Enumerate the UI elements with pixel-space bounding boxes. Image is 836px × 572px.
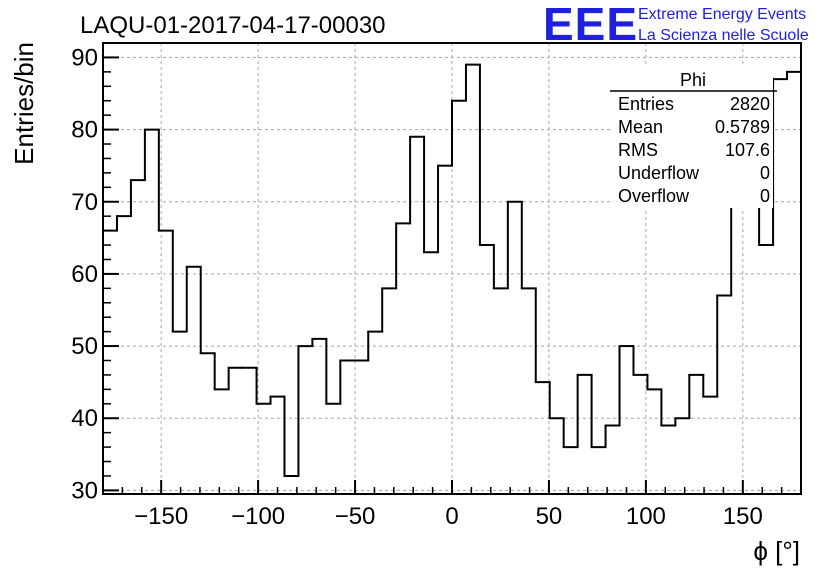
stats-value-entries: 2820	[730, 94, 770, 114]
y-tick-label: 80	[71, 117, 98, 144]
x-tick-label: −100	[231, 503, 285, 530]
x-tick-label: −150	[134, 503, 188, 530]
org-line-1: Extreme Energy Events	[638, 6, 806, 23]
y-tick-label: 70	[71, 189, 98, 216]
x-tick-label: 100	[626, 503, 666, 530]
stats-label-rms: RMS	[618, 140, 658, 160]
chart-title: LAQU-01-2017-04-17-00030	[80, 12, 386, 39]
stats-label-entries: Entries	[618, 94, 674, 114]
stats-box-background	[610, 66, 773, 208]
histogram-layer	[102, 63, 802, 477]
stats-value-overflow: 0	[760, 186, 770, 206]
y-tick-label: 50	[71, 333, 98, 360]
stats-label-underflow: Underflow	[618, 163, 700, 183]
stats-label-mean: Mean	[618, 117, 663, 137]
y-tick-label: 60	[71, 261, 98, 288]
x-tick-label: −50	[335, 503, 376, 530]
eee-logo: EEE	[543, 0, 638, 50]
stats-value-rms: 107.6	[725, 140, 770, 160]
org-line-2: La Scienza nelle Scuole	[638, 27, 809, 44]
x-axis-label: ϕ [°]	[753, 536, 800, 566]
y-tick-label: 40	[71, 405, 98, 432]
x-tick-label: 0	[445, 503, 458, 530]
y-tick-label: 30	[71, 477, 98, 504]
tick-layer	[102, 42, 802, 494]
x-tick-label: 50	[536, 503, 563, 530]
stats-value-underflow: 0	[760, 163, 770, 183]
stats-name: Phi	[680, 70, 706, 90]
stats-value-mean: 0.5789	[715, 117, 770, 137]
stats-box: Phi Entries 2820 Mean 0.5789 RMS 107.6 U…	[610, 66, 777, 208]
tick-label-layer: −150 −100 −50 0 50 100 150 30 40 50 60 70 80 90	[71, 44, 763, 530]
x-tick-label: 150	[723, 503, 763, 530]
stats-label-overflow: Overflow	[618, 186, 690, 206]
y-axis-label: Entries/bin	[9, 42, 39, 165]
y-tick-label: 90	[71, 44, 98, 71]
